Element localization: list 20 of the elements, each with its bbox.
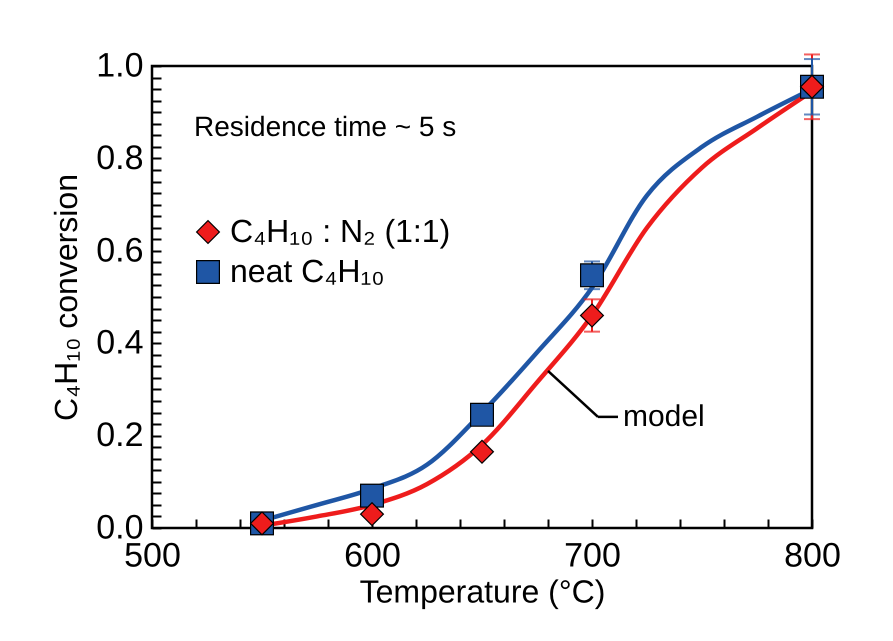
x-tick-label: 600 (344, 536, 401, 574)
y-tick-label: 0.6 (96, 231, 144, 270)
point (360, 502, 384, 526)
y-tick-label: 0.8 (96, 138, 144, 177)
point (580, 263, 604, 288)
y-axis-title: C₄H₁₀ conversion (48, 174, 84, 421)
legend-label: neat C₄H₁₀ (230, 253, 385, 289)
x-tick-label: 800 (784, 536, 841, 574)
point (470, 440, 494, 464)
y-tick-label: 1.0 (96, 46, 144, 84)
y-tick-label: 0.4 (96, 324, 144, 362)
point (580, 303, 604, 328)
x-axis-title: Temperature (°C) (360, 574, 606, 610)
legend-label: C₄H₁₀ : N₂ (1:1) (230, 213, 450, 249)
annotation: model (623, 400, 705, 433)
point (360, 484, 384, 508)
x-tick-label: 700 (564, 536, 621, 574)
point (470, 402, 494, 427)
annotation: Residence time ~ 5 s (194, 111, 456, 142)
y-tick-label: 0.2 (96, 416, 144, 454)
